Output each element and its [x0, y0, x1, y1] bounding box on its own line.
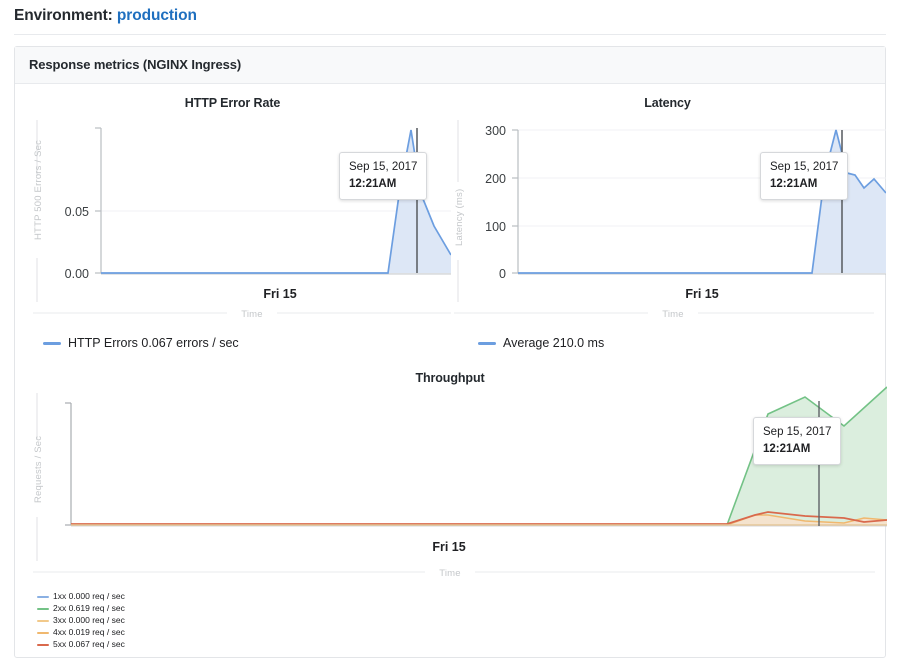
chart-panel-latency: Latency Latency (ms) [450, 84, 886, 326]
line-5xx [71, 511, 887, 525]
tooltip-throughput: Sep 15, 2017 12:21AM [753, 417, 842, 466]
svg-http-error-rate: HTTP 500 Errors / Sec 0.05 0.00 [33, 120, 451, 302]
legend-label: 2xx 0.619 req / sec [53, 602, 125, 613]
legend-latency: Average 210.0 ms [450, 326, 885, 351]
tooltip-date: Sep 15, 2017 [770, 161, 839, 173]
tooltip-http-error-rate: Sep 15, 2017 12:21AM [339, 152, 428, 201]
legend-item[interactable]: 4xx 0.019 req / sec [37, 627, 885, 638]
line-http-errors [101, 129, 451, 274]
legend-label: 3xx 0.000 req / sec [53, 614, 125, 625]
legend-swatch-icon [37, 631, 49, 634]
area-latency [518, 130, 886, 273]
response-metrics-card: Response metrics (NGINX Ingress) HTTP Er… [14, 46, 887, 658]
legend-label: 4xx 0.019 req / sec [53, 626, 125, 637]
legend-swatch-icon [37, 607, 49, 610]
svg-xaxis-name-latency: Time [454, 309, 874, 320]
xaxis-title-http-error-rate: Time [241, 309, 263, 320]
yaxis-title-throughput: Requests / Sec [33, 436, 44, 503]
chart-row-top: HTTP Error Rate HTTP 500 Errors / Sec [15, 84, 886, 326]
environment-value[interactable]: production [116, 7, 197, 24]
chart-row-bottom: Throughput Requests / Sec [15, 351, 887, 585]
chart-title-http-error-rate: HTTP Error Rate [184, 96, 281, 110]
plot-throughput[interactable]: Requests / Sec [15, 385, 887, 585]
environment-label: Environment: [14, 7, 113, 24]
chart-panel-throughput: Throughput Requests / Sec [15, 351, 887, 585]
yaxis-title-http-error-rate: HTTP 500 Errors / Sec [33, 140, 44, 240]
environment-header: Environment: production [0, 0, 900, 25]
svg-throughput: Requests / Sec [33, 386, 887, 561]
svg-xaxis-name-http-error-rate: Time [33, 309, 451, 320]
xtick-label-fri15: Fri 15 [685, 287, 718, 301]
legend-label: Average 210.0 ms [503, 336, 605, 350]
chart-title-throughput: Throughput [415, 371, 485, 385]
legend-label: HTTP Errors 0.067 errors / sec [68, 336, 239, 350]
svg-latency: Latency (ms) 300 200 [454, 120, 886, 302]
legend-item[interactable]: 1xx 0.000 req / sec [37, 591, 885, 602]
chart-panel-http-error-rate: HTTP Error Rate HTTP 500 Errors / Sec [15, 84, 451, 326]
tooltip-time: 12:21AM [763, 442, 811, 455]
ytick-label-300: 300 [485, 124, 506, 138]
tooltip-date: Sep 15, 2017 [763, 426, 832, 438]
tooltip-time: 12:21AM [349, 177, 397, 190]
header-divider [14, 34, 886, 35]
tooltip-time: 12:21AM [770, 177, 818, 190]
ytick-label-1: 0.05 [65, 205, 89, 219]
plot-latency[interactable]: Latency (ms) 300 200 [450, 110, 886, 326]
area-http-errors [101, 130, 451, 273]
chart-title-latency: Latency [644, 96, 691, 110]
legend-throughput: 1xx 0.000 req / sec 2xx 0.619 req / sec … [15, 585, 885, 650]
svg-xaxis-name-throughput: Time [33, 568, 875, 579]
legend-item[interactable]: HTTP Errors 0.067 errors / sec [43, 336, 450, 350]
tooltip-date: Sep 15, 2017 [349, 161, 418, 173]
xaxis-title-latency: Time [662, 309, 684, 320]
area-2xx [71, 387, 887, 525]
legend-label: 1xx 0.000 req / sec [53, 591, 125, 601]
area-4xx [71, 515, 887, 525]
yaxis-title-latency: Latency (ms) [454, 189, 465, 246]
plot-http-error-rate[interactable]: HTTP 500 Errors / Sec 0.05 0.00 [15, 110, 451, 326]
legend-label: 5xx 0.067 req / sec [53, 638, 125, 649]
legend-swatch-icon [478, 341, 496, 345]
ytick-label-100: 100 [485, 220, 506, 234]
legend-swatch-icon [37, 643, 49, 646]
legend-item[interactable]: 2xx 0.619 req / sec [37, 603, 885, 614]
tooltip-latency: Sep 15, 2017 12:21AM [760, 152, 849, 201]
legend-item[interactable]: Average 210.0 ms [478, 336, 885, 350]
xtick-label-fri15: Fri 15 [432, 540, 465, 554]
ytick-label-200: 200 [485, 172, 506, 186]
legend-item[interactable]: 5xx 0.067 req / sec [37, 639, 885, 650]
legend-row-top: HTTP Errors 0.067 errors / sec Average 2… [15, 326, 885, 351]
card-body: HTTP Error Rate HTTP 500 Errors / Sec [15, 84, 887, 650]
ytick-label-0: 0.00 [65, 267, 89, 281]
legend-swatch-icon [37, 595, 49, 598]
legend-swatch-icon [37, 619, 49, 622]
legend-swatch-icon [43, 341, 61, 345]
card-title: Response metrics (NGINX Ingress) [15, 47, 885, 84]
ytick-label-0: 0 [499, 267, 506, 281]
legend-item[interactable]: 3xx 0.000 req / sec [37, 615, 885, 626]
xtick-label-fri15: Fri 15 [263, 287, 296, 301]
xaxis-title-throughput: Time [439, 568, 461, 579]
legend-http-error-rate: HTTP Errors 0.067 errors / sec [15, 326, 450, 351]
